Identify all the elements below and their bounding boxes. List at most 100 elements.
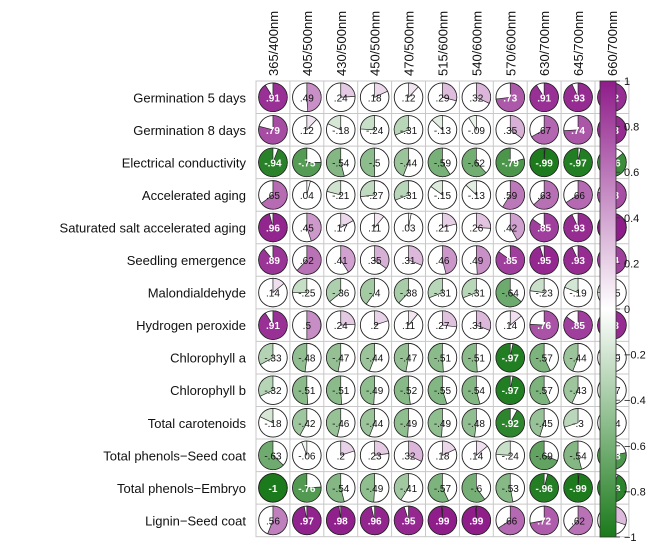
cell-pie <box>531 115 559 145</box>
correlation-cell: -.47 <box>393 342 424 373</box>
cell-pie <box>393 343 409 373</box>
correlation-cell: .65 <box>258 180 288 210</box>
cell-value: .04 <box>300 191 314 202</box>
cell-value: -.32 <box>264 386 282 397</box>
cell-pie <box>461 147 487 177</box>
correlation-cell: -.51 <box>461 342 492 373</box>
correlation-cell: .93 <box>563 245 593 275</box>
cell-value: .72 <box>537 516 551 527</box>
cell-value: .76 <box>537 321 551 332</box>
row-label: Seedling emergence <box>127 253 246 268</box>
cell-pie <box>374 245 390 269</box>
cell-value: -.63 <box>264 451 282 462</box>
column-label: 365/400nm <box>266 11 281 76</box>
correlation-cell: -.44 <box>563 342 593 373</box>
cell-value: .97 <box>300 516 314 527</box>
cell-pie <box>326 505 356 536</box>
cell-value: -.49 <box>366 484 384 495</box>
correlation-cell: .63 <box>529 180 559 210</box>
cell-value: -.51 <box>298 386 316 397</box>
cell-pie <box>565 180 593 210</box>
cell-value: -.49 <box>400 419 418 430</box>
cell-value: -.31 <box>434 289 452 300</box>
correlation-cell: -.23 <box>529 277 559 308</box>
correlation-cell: -.31 <box>427 277 458 308</box>
correlation-cell: -.6 <box>461 473 492 503</box>
cell-pie <box>495 245 525 275</box>
cell-pie <box>393 180 409 201</box>
cell-value: .91 <box>537 93 551 104</box>
correlation-cell: .95 <box>393 505 424 536</box>
row-label: Germination 5 days <box>133 90 246 105</box>
cell-value: -.18 <box>332 126 350 137</box>
correlation-cell: -.41 <box>393 473 424 503</box>
cell-pie <box>427 505 458 536</box>
row-label: Lignin−Seed coat <box>145 513 246 528</box>
cell-pie <box>431 115 443 131</box>
cell-value: .12 <box>300 126 314 137</box>
correlation-cell: .45 <box>292 212 322 243</box>
cell-value: -.53 <box>502 484 520 495</box>
correlation-cell: -.19 <box>563 277 593 308</box>
cell-value: -.6 <box>471 484 483 495</box>
cell-value: -.59 <box>434 158 452 169</box>
cell-value: -.62 <box>468 158 486 169</box>
cell-value: -.31 <box>400 191 418 202</box>
cell-pie <box>430 180 443 196</box>
cell-value: -.5 <box>369 158 381 169</box>
correlation-cell: -.45 <box>529 408 559 438</box>
cell-value: .93 <box>571 223 585 234</box>
cell-pie <box>529 212 559 243</box>
cell-value: -.3 <box>572 419 584 430</box>
cell-pie <box>476 245 492 275</box>
correlation-cell: .91 <box>258 310 288 340</box>
cell-value: .42 <box>503 223 517 234</box>
cell-pie <box>360 180 375 198</box>
cell-value: .2 <box>337 451 346 462</box>
correlation-cell: -.57 <box>529 375 559 405</box>
correlation-cell: .96 <box>258 212 288 243</box>
correlation-cell: -.96 <box>529 473 559 503</box>
cell-value: .31 <box>469 321 483 332</box>
cell-value: -.38 <box>400 289 418 300</box>
column-label: 405/500nm <box>300 11 315 76</box>
cell-value: .95 <box>402 516 416 527</box>
correlation-cell: -.49 <box>359 375 390 405</box>
cell-value: .66 <box>571 191 585 202</box>
cell-pie <box>495 440 511 456</box>
cell-value: -.57 <box>536 386 554 397</box>
cell-pie <box>292 277 308 293</box>
correlation-cell: -.24 <box>495 440 526 471</box>
correlation-cell: .41 <box>326 245 356 275</box>
correlation-cell: -.31 <box>393 180 424 210</box>
column-label: 630/700nm <box>537 11 552 76</box>
cell-pie <box>374 212 385 229</box>
correlation-cell: .14 <box>495 310 526 340</box>
correlation-cell: .72 <box>529 505 559 536</box>
cell-pie <box>529 310 559 340</box>
row-label: Total phenols−Embryo <box>117 481 246 496</box>
correlation-cell: -.48 <box>461 408 492 438</box>
cell-pie <box>497 505 525 536</box>
correlation-cell: -.79 <box>495 147 526 178</box>
color-bar <box>599 80 617 538</box>
cell-value: -.48 <box>468 419 486 430</box>
row-label: Total phenols−Seed coat <box>103 448 246 463</box>
cell-pie <box>393 115 409 136</box>
cell-value: .32 <box>402 451 416 462</box>
correlation-cell: -.42 <box>292 408 322 438</box>
correlation-cell: .04 <box>292 180 322 210</box>
cell-value: .03 <box>402 223 416 234</box>
cell-pie <box>533 180 559 210</box>
correlation-cell: -.54 <box>326 147 356 178</box>
row-label: Chlorophyll a <box>170 351 247 366</box>
cell-value: -.36 <box>332 289 350 300</box>
correlation-cell: .67 <box>529 115 559 145</box>
cell-pie <box>461 375 481 405</box>
color-bar-tick-label: 0.6 <box>624 167 639 179</box>
cell-pie <box>292 375 309 405</box>
cell-value: -.45 <box>536 419 554 430</box>
correlation-cell: .24 <box>326 82 356 113</box>
correlation-cell: -.47 <box>326 342 356 373</box>
